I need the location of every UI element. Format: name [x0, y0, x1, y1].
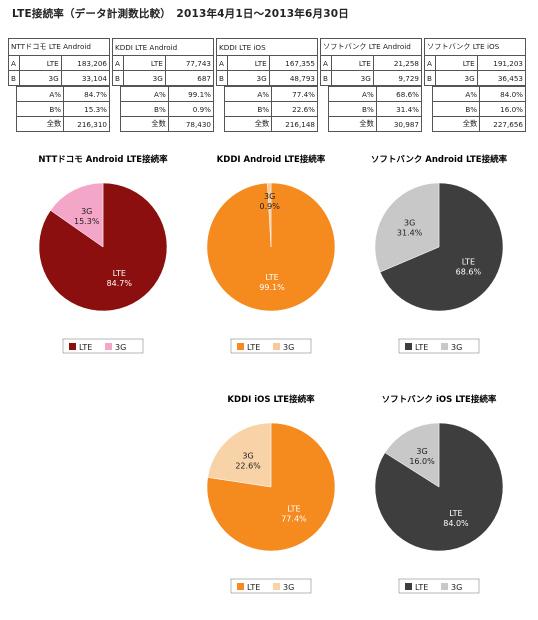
pie-chart-softbank-ios: ソフトバンク iOS LTE接続率 LTE 84.0% 3G 16.0% LTE 3G: [364, 392, 514, 614]
legend-label: LTE: [79, 343, 92, 352]
chart-title: KDDI Android LTE接続率: [217, 154, 326, 165]
legend-label: LTE: [247, 583, 260, 592]
slice-label: LTE: [113, 269, 126, 278]
slice-value-label: 68.6%: [456, 267, 482, 276]
table-row: B% 22.6%: [223, 101, 318, 117]
table-row: A% 99.1%: [120, 86, 215, 102]
table-row: B 3G 687: [112, 70, 215, 86]
page-title: LTE接続率（データ計測数比較） 2013年4月1日～2013年6月30日: [12, 8, 349, 20]
table-row: B% 0.9%: [120, 101, 215, 117]
slice-label: 3G: [404, 219, 415, 228]
table-row: B 3G 33,104: [8, 70, 111, 86]
table-row: B 3G 48,793: [216, 70, 319, 86]
legend-label: 3G: [451, 343, 462, 352]
pie-slice-3g: [207, 422, 272, 488]
legend-swatch: [237, 343, 244, 350]
table-row: 全数 216,310: [15, 116, 110, 132]
table-name: NTTドコモ LTE Android: [8, 38, 110, 56]
table-row: A LTE 167,355: [216, 55, 319, 71]
table-kddi-ios: KDDI LTE iOS A LTE 167,355 B 3G 48,793 A% 77.…: [216, 38, 319, 132]
table-name: KDDI LTE iOS: [216, 38, 318, 56]
table-row: A LTE 191,203: [424, 55, 527, 71]
slice-label: 3G: [416, 447, 427, 456]
pie-chart-kddi-ios: KDDI iOS LTE接続率 LTE 77.4% 3G 22.6% LTE 3G: [196, 392, 346, 614]
pie-slice-lte: [379, 182, 504, 312]
table-row: A% 84.7%: [15, 86, 110, 102]
slice-label: LTE: [462, 257, 475, 266]
slice-label: 3G: [81, 207, 92, 216]
legend-swatch: [405, 343, 412, 350]
pie-chart-softbank-android: ソフトバンク Android LTE接続率 LTE 68.6% 3G 31.4% LTE 3…: [364, 152, 514, 372]
chart-title: NTTドコモ Android LTE接続率: [38, 154, 168, 165]
table-kddi-android: KDDI LTE Android A LTE 77,743 B 3G 687 A% 99.…: [112, 38, 215, 132]
legend-label: 3G: [451, 583, 462, 592]
legend: [230, 338, 312, 354]
table-row: B% 16.0%: [431, 101, 526, 117]
chart-title: KDDI iOS LTE接続率: [227, 394, 315, 405]
table-name: KDDI LTE Android: [112, 38, 214, 56]
pie-slice-3g: [267, 182, 272, 248]
legend-label: LTE: [415, 343, 428, 352]
legend-label: LTE: [415, 583, 428, 592]
slice-label: 3G: [242, 451, 253, 460]
pie-slice-3g: [384, 422, 440, 488]
slice-label: 3G: [264, 192, 275, 201]
legend-swatch: [273, 583, 280, 590]
pie-chart-kddi-android: KDDI Android LTE接続率 LTE 99.1% 3G 0.9% LTE 3G: [196, 152, 346, 372]
slice-value-label: 77.4%: [281, 515, 307, 524]
table-row: B% 15.3%: [15, 101, 110, 117]
slice-value-label: 84.7%: [107, 279, 133, 288]
slice-label: LTE: [287, 505, 300, 514]
slice-value-label: 84.0%: [443, 519, 469, 528]
table-row: B% 31.4%: [328, 101, 423, 117]
legend: [398, 338, 480, 354]
table-name: ソフトバンク LTE iOS: [424, 38, 526, 56]
pie-slice-3g: [50, 182, 104, 248]
slice-value-label: 31.4%: [397, 229, 423, 238]
pie-slice-3g: [374, 182, 440, 273]
table-softbank-ios: ソフトバンク LTE iOS A LTE 191,203 B 3G 36,453 A% 8…: [424, 38, 527, 132]
table-row: 全数 216,148: [223, 116, 318, 132]
table-row: A% 84.0%: [431, 86, 526, 102]
slice-value-label: 15.3%: [74, 217, 100, 226]
chart-title: ソフトバンク Android LTE接続率: [371, 154, 508, 165]
legend-swatch: [237, 583, 244, 590]
table-row: 全数 227,656: [431, 116, 526, 132]
legend-label: 3G: [283, 343, 294, 352]
table-row: A LTE 77,743: [112, 55, 215, 71]
legend-swatch: [405, 583, 412, 590]
pie-chart-docomo-android: NTTドコモ Android LTE接続率 LTE 84.7% 3G 15.3% LTE 3…: [28, 152, 178, 372]
legend-swatch: [105, 343, 112, 350]
legend-swatch: [441, 583, 448, 590]
legend: [62, 338, 144, 354]
slice-label: LTE: [449, 509, 462, 518]
table-row: 全数 78,430: [120, 116, 215, 132]
table-docomo-android: NTTドコモ LTE Android A LTE 183,206 B 3G 33,104…: [8, 38, 111, 132]
legend-label: 3G: [115, 343, 126, 352]
slice-value-label: 16.0%: [409, 457, 435, 466]
legend-label: 3G: [283, 583, 294, 592]
slice-label: LTE: [265, 273, 278, 282]
table-row: A LTE 21,258: [320, 55, 423, 71]
table-row: A% 68.6%: [328, 86, 423, 102]
legend: [230, 578, 312, 594]
legend-swatch: [69, 343, 76, 350]
slice-value-label: 0.9%: [260, 202, 281, 211]
legend: [398, 578, 480, 594]
table-row: A% 77.4%: [223, 86, 318, 102]
legend-swatch: [441, 343, 448, 350]
table-row: A LTE 183,206: [8, 55, 111, 71]
table-row: 全数 30,987: [328, 116, 423, 132]
slice-value-label: 22.6%: [235, 461, 261, 470]
legend-swatch: [273, 343, 280, 350]
chart-title: ソフトバンク iOS LTE接続率: [382, 394, 497, 405]
legend-label: LTE: [247, 343, 260, 352]
slice-value-label: 99.1%: [259, 283, 285, 292]
table-row: B 3G 36,453: [424, 70, 527, 86]
table-softbank-android: ソフトバンク LTE Android A LTE 21,258 B 3G 9,729 A…: [320, 38, 423, 132]
table-row: B 3G 9,729: [320, 70, 423, 86]
table-name: ソフトバンク LTE Android: [320, 38, 422, 56]
